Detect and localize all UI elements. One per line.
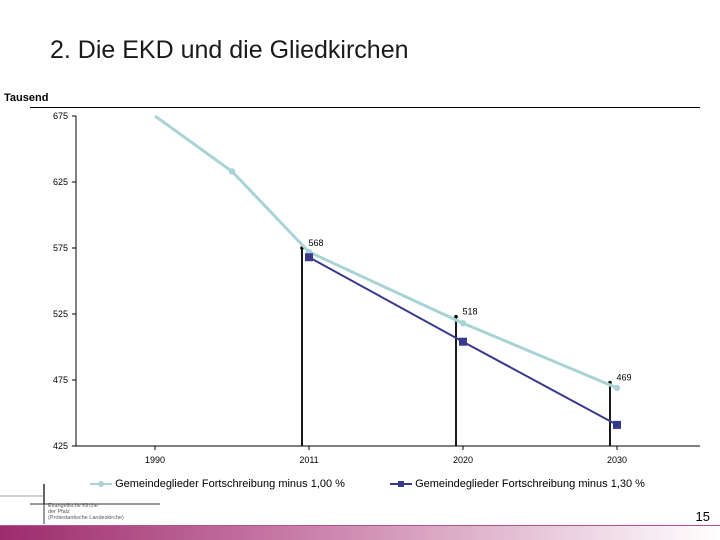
series-2-point <box>613 420 621 429</box>
series-1-point <box>228 168 236 175</box>
legend-swatch-square-icon <box>390 481 412 488</box>
page-number: 15 <box>695 509 710 524</box>
series-line-1 <box>154 114 618 390</box>
x-tick-label: 1990 <box>145 455 165 465</box>
y-tick-label: 525 <box>53 309 68 319</box>
series-2-point <box>459 337 467 346</box>
footer-divider <box>0 525 720 526</box>
drop-line-point <box>454 314 458 319</box>
title-divider <box>30 107 700 108</box>
logo-text: Evangelische Kirche der Pfalz (Protestan… <box>48 503 124 521</box>
y-tick-label: 575 <box>53 243 68 253</box>
footer-bar <box>0 526 720 540</box>
x-tick-label: 2020 <box>453 455 473 465</box>
legend-item-series-1: Gemeindeglieder Fortschreibung minus 1,0… <box>90 478 345 490</box>
y-axis-unit-label: Tausend <box>4 92 49 104</box>
x-tick-label: 2030 <box>607 455 627 465</box>
data-label: 469 <box>616 373 631 383</box>
legend-item-series-2: Gemeindeglieder Fortschreibung minus 1,3… <box>390 478 645 490</box>
legend-label-series-2: Gemeindeglieder Fortschreibung minus 1,3… <box>415 478 645 491</box>
x-tick-label: 2011 <box>299 455 318 465</box>
logo-line-1: Evangelische Kirche <box>48 503 98 509</box>
y-tick-label: 475 <box>53 375 68 385</box>
series-1-point <box>459 320 467 327</box>
church-logo <box>0 484 160 524</box>
logo-line-2: der Pfalz <box>48 509 70 515</box>
y-tick-label: 625 <box>53 177 68 187</box>
series-1-point <box>613 384 621 392</box>
y-tick-label: 425 <box>53 441 68 451</box>
legend-swatch-circle-icon <box>90 481 112 488</box>
legend-label-series-1: Gemeindeglieder Fortschreibung minus 1,0… <box>115 478 345 491</box>
data-label: 568 <box>308 238 323 248</box>
y-tick-label: 675 <box>53 111 68 121</box>
logo-line-3: (Protestantische Landeskirche) <box>48 515 124 521</box>
series-2-point <box>305 253 313 262</box>
page-title: 2. Die EKD und die Gliedkirchen <box>50 36 409 64</box>
data-label: 518 <box>462 307 477 317</box>
